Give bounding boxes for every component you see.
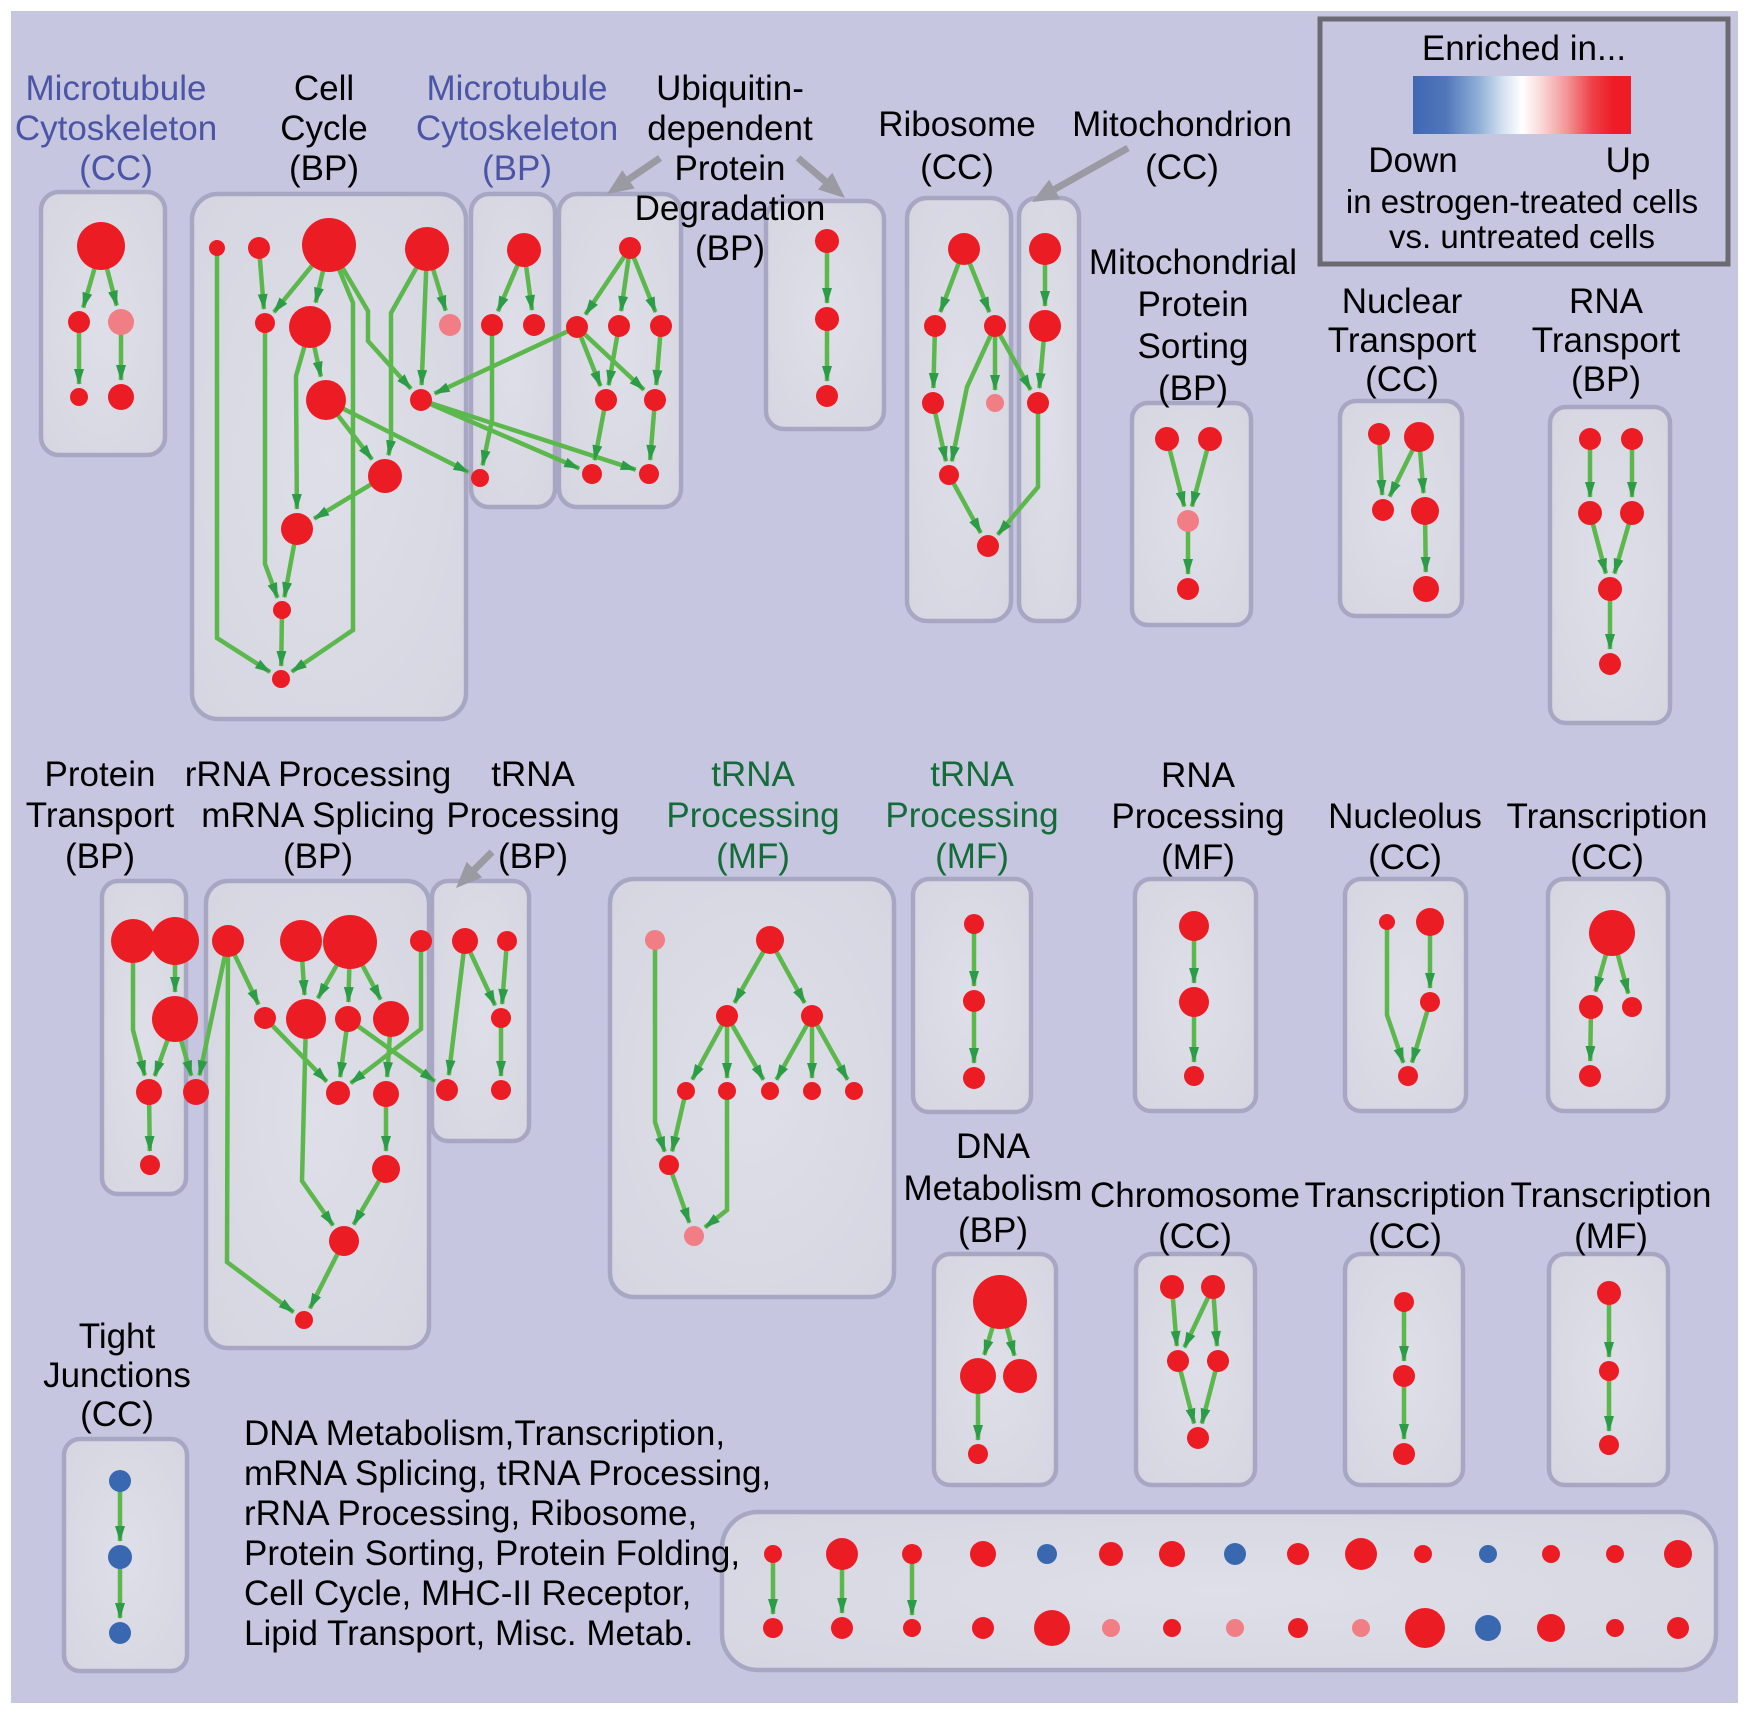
svg-text:Protein: Protein [675, 149, 786, 188]
svg-text:(BP): (BP) [65, 837, 135, 876]
svg-text:Enriched in...: Enriched in... [1422, 29, 1626, 68]
svg-text:Processing: Processing [885, 796, 1058, 835]
svg-text:Transport: Transport [1328, 321, 1477, 360]
svg-text:Mitochondrial: Mitochondrial [1089, 243, 1297, 282]
svg-text:Transport: Transport [1532, 321, 1681, 360]
svg-text:(CC): (CC) [1368, 838, 1442, 877]
svg-text:Cycle: Cycle [280, 109, 368, 148]
svg-text:Lipid Transport, Misc. Metab.: Lipid Transport, Misc. Metab. [244, 1614, 693, 1653]
svg-text:(CC): (CC) [1365, 360, 1439, 399]
svg-text:mRNA Splicing: mRNA Splicing [201, 796, 434, 835]
svg-text:(BP): (BP) [482, 149, 552, 188]
svg-text:Cytoskeleton: Cytoskeleton [416, 109, 618, 148]
svg-text:(CC): (CC) [80, 1395, 154, 1434]
svg-text:(BP): (BP) [1158, 369, 1228, 408]
svg-text:Degradation: Degradation [635, 189, 826, 228]
svg-text:Transcription: Transcription [1511, 1176, 1712, 1215]
svg-text:Down: Down [1368, 141, 1457, 180]
svg-text:Processing: Processing [446, 796, 619, 835]
svg-text:Transport: Transport [26, 796, 175, 835]
svg-text:(CC): (CC) [920, 148, 994, 187]
svg-text:Cell Cycle, MHC-II Receptor,: Cell Cycle, MHC-II Receptor, [244, 1574, 691, 1613]
svg-text:Up: Up [1606, 141, 1651, 180]
svg-text:Cell: Cell [294, 69, 354, 108]
svg-text:(CC): (CC) [1570, 838, 1644, 877]
svg-text:in estrogen-treated cells: in estrogen-treated cells [1346, 183, 1698, 220]
svg-text:(BP): (BP) [283, 837, 353, 876]
svg-text:Junctions: Junctions [43, 1356, 191, 1395]
svg-text:(CC): (CC) [1158, 1217, 1232, 1256]
svg-text:Sorting: Sorting [1138, 327, 1249, 366]
svg-text:(MF): (MF) [935, 837, 1009, 876]
svg-text:(CC): (CC) [1145, 148, 1219, 187]
svg-text:Processing: Processing [666, 796, 839, 835]
svg-text:Cytoskeleton: Cytoskeleton [15, 109, 217, 148]
svg-text:(CC): (CC) [1368, 1217, 1442, 1256]
svg-text:RNA: RNA [1161, 756, 1236, 795]
svg-text:Tight: Tight [79, 1317, 156, 1356]
svg-text:Protein: Protein [45, 755, 156, 794]
svg-text:Processing: Processing [1111, 797, 1284, 836]
svg-text:Transcription: Transcription [1507, 797, 1708, 836]
svg-text:(BP): (BP) [289, 149, 359, 188]
svg-text:tRNA: tRNA [930, 755, 1014, 794]
svg-text:Ribosome: Ribosome [878, 105, 1036, 144]
svg-text:(CC): (CC) [79, 149, 153, 188]
svg-text:(BP): (BP) [695, 229, 765, 268]
svg-text:mRNA Splicing, tRNA Processing: mRNA Splicing, tRNA Processing, [244, 1454, 771, 1493]
svg-text:(MF): (MF) [716, 837, 790, 876]
svg-text:(MF): (MF) [1161, 838, 1235, 877]
svg-text:rRNA Processing: rRNA Processing [185, 755, 451, 794]
svg-text:Mitochondrion: Mitochondrion [1072, 105, 1292, 144]
svg-text:DNA: DNA [956, 1127, 1031, 1166]
svg-text:tRNA: tRNA [491, 755, 575, 794]
svg-text:rRNA Processing, Ribosome,: rRNA Processing, Ribosome, [244, 1494, 697, 1533]
svg-text:(BP): (BP) [498, 837, 568, 876]
svg-text:Metabolism: Metabolism [904, 1169, 1083, 1208]
svg-text:tRNA: tRNA [711, 755, 795, 794]
svg-text:Chromosome: Chromosome [1090, 1176, 1300, 1215]
svg-text:vs. untreated cells: vs. untreated cells [1389, 218, 1655, 255]
svg-text:(BP): (BP) [1571, 360, 1641, 399]
svg-text:Ubiquitin-: Ubiquitin- [656, 69, 804, 108]
svg-text:RNA: RNA [1569, 282, 1644, 321]
svg-text:Protein Sorting, Protein Foldi: Protein Sorting, Protein Folding, [244, 1534, 740, 1573]
svg-text:Protein: Protein [1138, 285, 1249, 324]
svg-text:Nucleolus: Nucleolus [1328, 797, 1482, 836]
svg-text:Microtubule: Microtubule [427, 69, 608, 108]
svg-text:(MF): (MF) [1574, 1217, 1648, 1256]
svg-text:Microtubule: Microtubule [26, 69, 207, 108]
svg-text:DNA Metabolism,Transcription,: DNA Metabolism,Transcription, [244, 1414, 725, 1453]
svg-text:Nuclear: Nuclear [1342, 282, 1463, 321]
svg-text:Transcription: Transcription [1305, 1176, 1506, 1215]
svg-text:dependent: dependent [647, 109, 813, 148]
svg-text:(BP): (BP) [958, 1211, 1028, 1250]
